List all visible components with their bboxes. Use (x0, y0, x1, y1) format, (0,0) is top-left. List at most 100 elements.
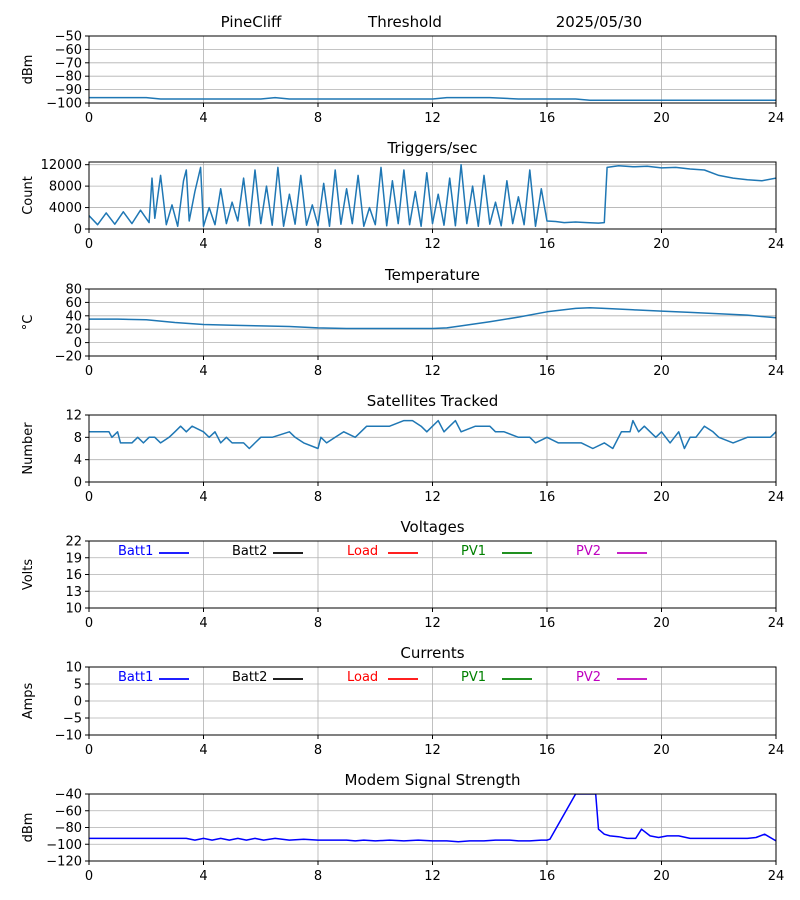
x-tick-label: 0 (85, 490, 93, 505)
legend-label-pv2: PV2 (576, 670, 601, 685)
x-tick-label: 8 (314, 111, 322, 126)
x-tick-label: 4 (199, 237, 207, 252)
panel-title-modem: Modem Signal Strength (345, 771, 521, 789)
y-tick-label: 8000 (49, 180, 82, 195)
y-tick-label: −90 (55, 83, 82, 98)
x-tick-label: 16 (539, 111, 556, 126)
y-tick-label: 0 (74, 336, 82, 351)
legend-label-batt1: Batt1 (118, 544, 153, 559)
y-tick-label: 5 (74, 678, 82, 693)
y-tick-label: 22 (65, 535, 82, 550)
x-tick-label: 24 (768, 743, 785, 758)
panel-satellites: 0 4 8 12 16 20 24 0 4 8 12 Satellites Tracked Number (21, 392, 784, 505)
panel-title-temperature: Temperature (384, 266, 480, 284)
y-axis-label-voltages: Volts (21, 559, 36, 591)
x-tick-label: 12 (424, 364, 441, 379)
y-tick-label: 4000 (49, 201, 82, 216)
y-tick-label: 20 (65, 323, 82, 338)
panel-threshold: 0 4 8 12 16 20 24 −100−90−80−70−60−50 dBm (21, 30, 784, 127)
panel-title-voltages: Voltages (400, 518, 464, 536)
y-tick-label: −120 (46, 855, 82, 870)
x-tick-label: 8 (314, 743, 322, 758)
x-tick-label: 0 (85, 869, 93, 884)
y-tick-label: 10 (65, 661, 82, 676)
x-tick-label: 20 (653, 743, 670, 758)
x-tick-label: 16 (539, 869, 556, 884)
legend-label-pv1: PV1 (461, 544, 486, 559)
panel-title-currents: Currents (400, 644, 464, 662)
x-tick-label: 20 (653, 111, 670, 126)
legend-label-load: Load (347, 670, 378, 685)
x-tick-label: 20 (653, 237, 670, 252)
y-tick-label: −80 (55, 821, 82, 836)
x-tick-label: 12 (424, 490, 441, 505)
x-tick-label: 24 (768, 869, 785, 884)
x-tick-label: 0 (85, 237, 93, 252)
x-tick-label: 4 (199, 111, 207, 126)
report-date: 2025/05/30 (556, 13, 642, 31)
legend-label-batt1: Batt1 (118, 670, 153, 685)
y-tick-label: 0 (74, 223, 82, 238)
x-tick-label: 4 (199, 743, 207, 758)
y-tick-label: −40 (55, 788, 82, 803)
y-axis-label-temperature: °C (21, 315, 36, 331)
x-tick-label: 16 (539, 237, 556, 252)
y-tick-label: −50 (55, 30, 82, 45)
x-tick-label: 24 (768, 616, 785, 631)
legend-label-pv2: PV2 (576, 544, 601, 559)
x-tick-label: 8 (314, 616, 322, 631)
y-axis-label-satellites: Number (21, 422, 36, 475)
y-tick-label: 0 (74, 476, 82, 491)
legend-label-pv1: PV1 (461, 670, 486, 685)
y-tick-label: −5 (63, 712, 82, 727)
figure-header: PineCliff Threshold 2025/05/30 (221, 13, 643, 31)
legend-label-batt2: Batt2 (232, 544, 267, 559)
y-tick-label: −60 (55, 804, 82, 819)
panel-modem: 0 4 8 12 16 20 24 −120 −100 −80 −60−40 Modem Signal… (21, 771, 784, 884)
y-axis-label-threshold: dBm (21, 55, 36, 85)
panel-triggers: 0 4 8 12 16 20 24 0 4000 8000 12000 Triggers/sec Cou… (21, 139, 784, 252)
y-tick-label: −60 (55, 43, 82, 58)
x-tick-label: 24 (768, 111, 785, 126)
x-tick-label: 20 (653, 616, 670, 631)
y-tick-label: 8 (74, 431, 82, 446)
y-tick-label: 60 (65, 296, 82, 311)
y-tick-label: −100 (46, 97, 82, 112)
x-tick-label: 4 (199, 869, 207, 884)
x-tick-label: 0 (85, 616, 93, 631)
y-tick-label: 13 (65, 585, 82, 600)
x-tick-label: 4 (199, 364, 207, 379)
x-tick-label: 24 (768, 364, 785, 379)
y-axis-label-triggers: Count (21, 176, 36, 215)
panel-currents: Batt1 Batt2 Load PV1 PV2 0 4 8 12 16 20 24 −10 −5 0 5 10… (21, 644, 784, 758)
x-tick-label: 12 (424, 616, 441, 631)
x-tick-label: 16 (539, 490, 556, 505)
panel-voltages: Batt1 Batt2 Load PV1 PV2 0 4 8 12 16 20 24 10 13 16 192… (21, 518, 784, 631)
y-tick-label: 0 (74, 695, 82, 710)
y-tick-label: 80 (65, 283, 82, 298)
y-tick-label: −100 (46, 838, 82, 853)
x-tick-label: 0 (85, 364, 93, 379)
series-line-temperature-0 (89, 307, 776, 330)
x-tick-label: 16 (539, 616, 556, 631)
figure-title: Threshold (367, 13, 442, 31)
x-tick-label: 16 (539, 364, 556, 379)
y-tick-label: −10 (55, 729, 82, 744)
y-tick-label: 40 (65, 309, 82, 324)
y-tick-label: 12 (65, 409, 82, 424)
x-tick-label: 24 (768, 490, 785, 505)
station-name: PineCliff (221, 13, 282, 31)
y-tick-label: −80 (55, 70, 82, 85)
x-tick-label: 12 (424, 237, 441, 252)
series-line-threshold-0 (89, 96, 776, 102)
y-tick-label: 10 (65, 602, 82, 617)
x-tick-label: 12 (424, 111, 441, 126)
y-tick-label: −20 (55, 350, 82, 365)
y-tick-label: 16 (65, 568, 82, 583)
panel-title-triggers: Triggers/sec (387, 139, 478, 157)
x-tick-label: 12 (424, 743, 441, 758)
series-line-modem-0 (89, 794, 776, 843)
